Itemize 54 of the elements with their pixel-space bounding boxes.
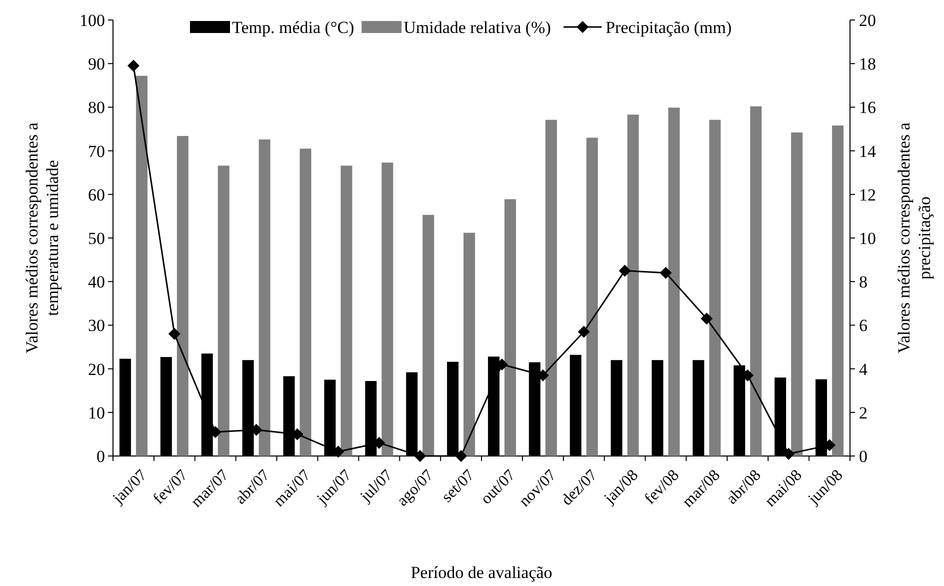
x-axis-title: Período de avaliação [410, 563, 552, 582]
point [168, 328, 180, 340]
y-tick-label: 80 [88, 98, 105, 118]
bar [136, 76, 148, 456]
bar [300, 148, 312, 456]
bar [464, 232, 476, 456]
bar [382, 162, 394, 456]
y2-axis-title: Valores médios correspondentes a precipitação [894, 122, 934, 354]
bar [340, 166, 352, 456]
point [455, 450, 468, 462]
y2-tick-label: 8 [859, 272, 868, 292]
bar [586, 138, 598, 456]
point [700, 312, 713, 325]
point [414, 450, 426, 462]
point [660, 266, 672, 279]
bar [504, 199, 516, 456]
legend-label: Precipitação (mm) [606, 18, 732, 37]
y-tick-label: 20 [88, 360, 105, 379]
bar [258, 139, 270, 456]
y-tick-label: 100 [80, 10, 105, 30]
bar [176, 136, 188, 456]
y-tick-label: 60 [88, 185, 105, 204]
bar [627, 114, 639, 456]
legend-label: Umidade relativa (%) [404, 18, 551, 37]
y2-tick-label: 2 [859, 403, 868, 422]
y2-tick-label: 20 [859, 10, 876, 30]
y-axis-title: Valores médios correspondentes a temperatura e umidade [22, 122, 62, 354]
point [578, 326, 590, 338]
bar [832, 126, 844, 456]
bar [750, 106, 762, 456]
point [618, 264, 631, 277]
y2-tick-label: 14 [859, 142, 876, 161]
y-tick-label: 0 [96, 446, 105, 466]
y-tick-label: 50 [88, 228, 105, 248]
y-tick-label: 90 [88, 54, 105, 74]
y2-tick-label: 0 [859, 446, 868, 466]
point [127, 60, 140, 72]
bar [668, 108, 680, 456]
bar [545, 120, 557, 456]
y2-tick-label: 18 [859, 54, 876, 74]
y-tick-label: 70 [88, 142, 105, 161]
y2-tick-label: 4 [859, 360, 868, 379]
y-tick-label: 40 [88, 272, 105, 292]
y2-tick-label: 16 [859, 98, 876, 118]
y-tick-label: 10 [88, 403, 105, 422]
bar [422, 214, 434, 456]
y2-tick-label: 6 [859, 316, 868, 336]
y-tick-label: 30 [88, 316, 105, 336]
y2-tick-label: 12 [859, 185, 876, 204]
bar [791, 132, 803, 456]
y2-tick-label: 10 [859, 228, 876, 248]
bar [709, 120, 721, 456]
legend-label: Temp. média (°C) [232, 18, 354, 37]
bar [218, 166, 230, 456]
